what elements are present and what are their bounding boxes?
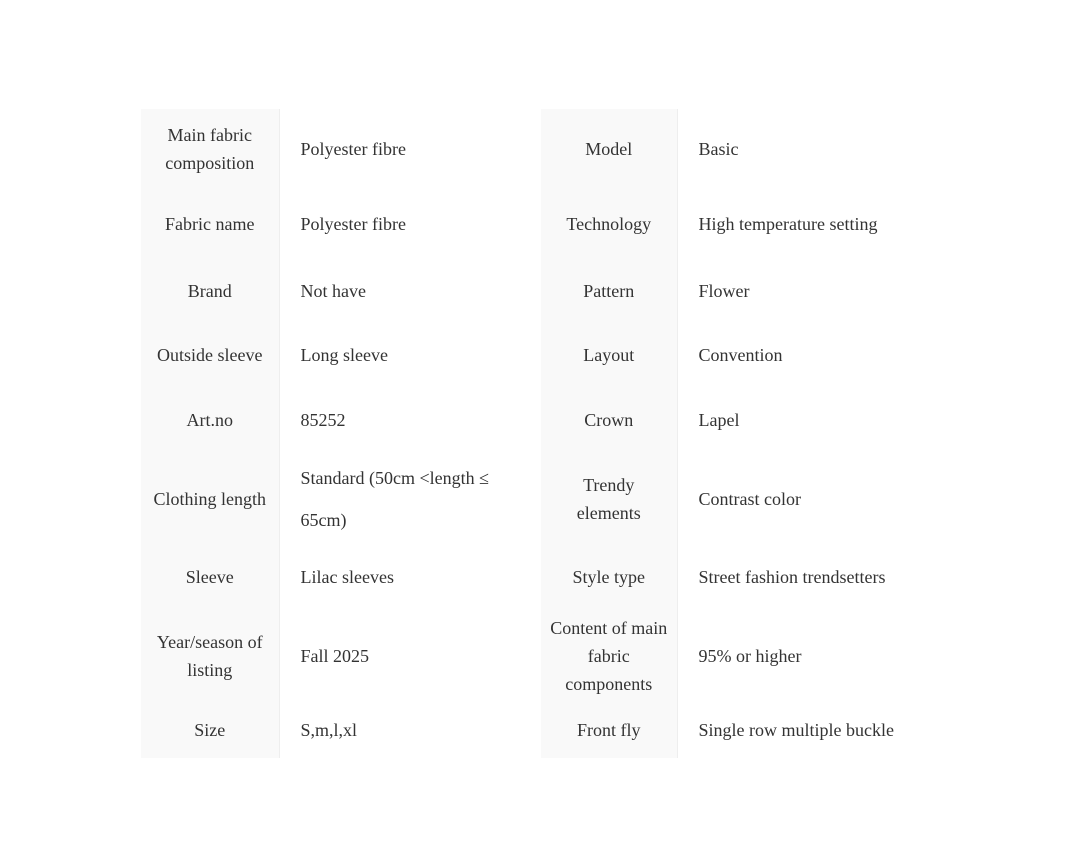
spec-label: Front fly	[541, 702, 678, 758]
spec-value: Long sleeve	[300, 345, 388, 365]
spec-value: Single row multiple buckle	[698, 720, 894, 740]
spec-value: Basic	[698, 138, 739, 159]
spec-label: Crown	[541, 387, 678, 452]
spec-value: Flower	[698, 281, 750, 301]
spec-row: Outside sleeve Long sleeve Layout Conventio…	[141, 323, 938, 387]
spec-row: Size S,m,l,xl Front fly Single row multiple…	[141, 702, 938, 758]
spec-value: S,m,l,xl	[300, 720, 358, 740]
spec-label: Size	[141, 702, 280, 758]
spec-label: Pattern	[541, 259, 678, 323]
spec-row: Clothing length Standard (50cm <length ≤ …	[141, 452, 938, 545]
spec-row: Year/season of listing Fall 2025 Content o…	[141, 609, 938, 702]
spec-label: Art.no	[141, 387, 280, 452]
spec-value: Polyester fibre	[300, 138, 406, 159]
spec-label: Content of main fabric components	[541, 609, 678, 702]
spec-value: Polyester fibre	[300, 213, 406, 234]
spec-label: Technology	[541, 188, 678, 259]
spec-label: Trendy elements	[541, 452, 678, 545]
spec-label: Sleeve	[141, 545, 280, 609]
spec-label: Fabric name	[141, 188, 280, 259]
spec-label: Brand	[141, 259, 280, 323]
spec-value: Standard (50cm <length ≤ 65cm)	[300, 467, 490, 530]
spec-label: Clothing length	[141, 452, 280, 545]
spec-value: Lilac sleeves	[300, 567, 394, 587]
spec-value: 85252	[300, 409, 346, 430]
spec-label: Main fabric composition	[141, 109, 280, 188]
spec-value: High temperature setting	[698, 213, 878, 234]
spec-value: 95% or higher	[698, 645, 802, 666]
spec-row: Fabric name Polyester fibre Technology High…	[141, 188, 938, 259]
spec-value: Fall 2025	[300, 645, 370, 666]
spec-label: Outside sleeve	[141, 323, 280, 387]
product-spec-table: Main fabric composition Polyester fibre Mo…	[141, 109, 938, 758]
spec-label: Model	[541, 109, 678, 188]
spec-label: Year/season of listing	[141, 609, 280, 702]
spec-label: Style type	[541, 545, 678, 609]
spec-value: Lapel	[698, 409, 740, 430]
spec-value: Convention	[698, 345, 783, 365]
spec-value: Street fashion trendsetters	[698, 567, 886, 587]
spec-row: Main fabric composition Polyester fibre Mo…	[141, 109, 938, 188]
spec-value: Contrast color	[698, 488, 801, 509]
spec-row: Art.no 85252 Crown Lapel	[141, 387, 938, 452]
spec-value: Not have	[300, 281, 366, 301]
spec-row: Sleeve Lilac sleeves Style type Street fash…	[141, 545, 938, 609]
spec-row: Brand Not have Pattern Flower	[141, 259, 938, 323]
spec-label: Layout	[541, 323, 678, 387]
